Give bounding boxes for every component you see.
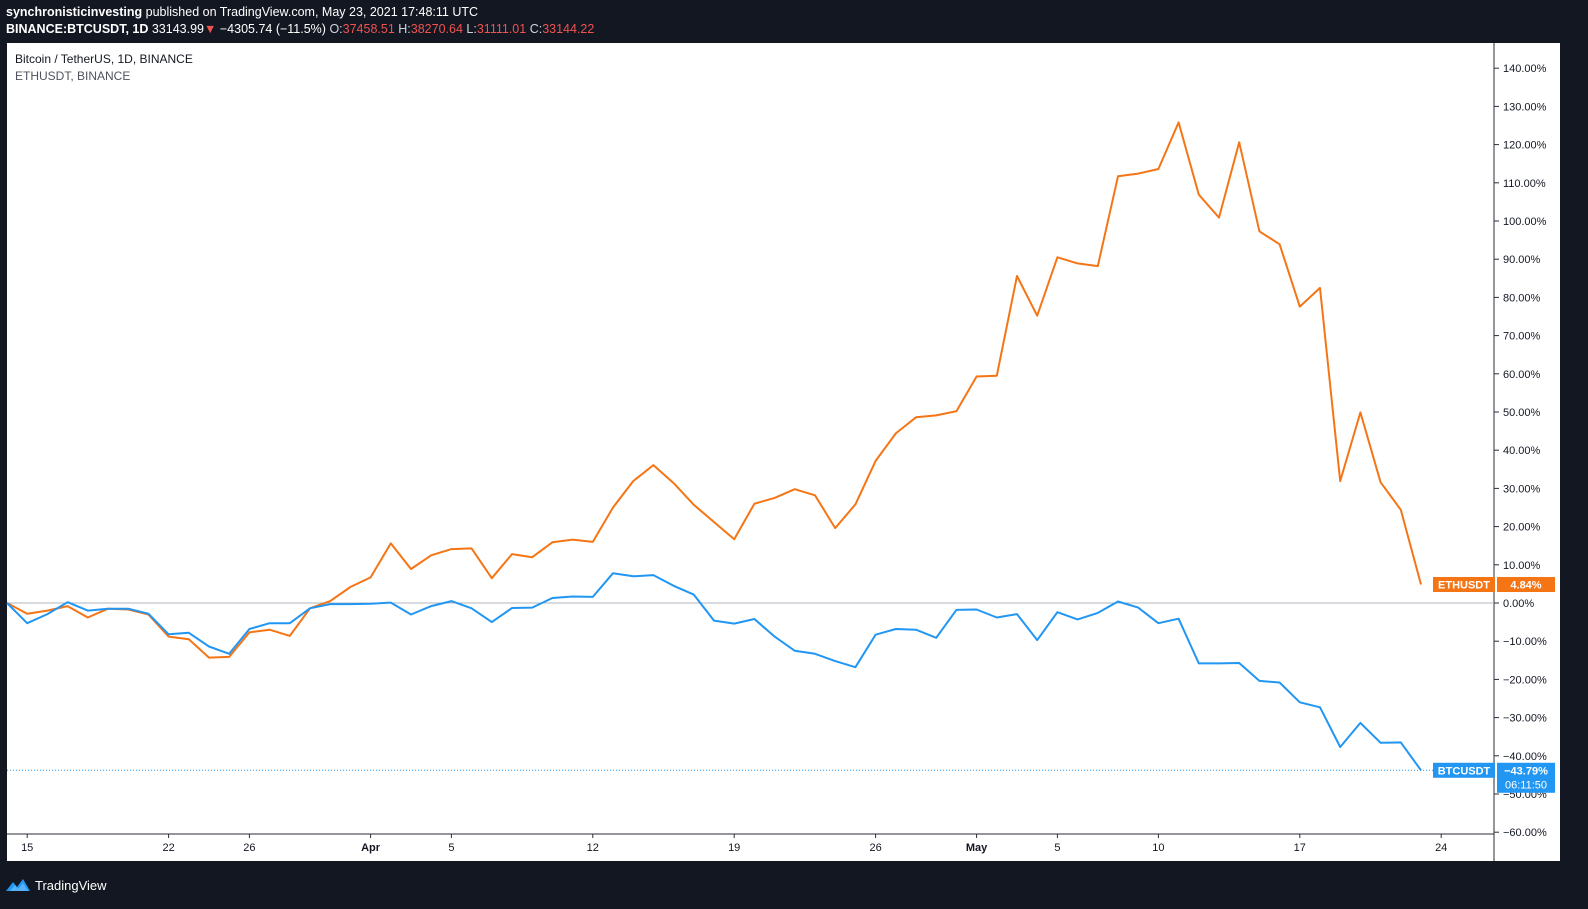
open-label: O: <box>329 22 343 36</box>
x-tick-label: 22 <box>162 842 174 854</box>
x-tick-label: Apr <box>361 842 381 854</box>
y-tick-label: 90.00% <box>1503 254 1541 266</box>
x-tick-label: 5 <box>1054 842 1060 854</box>
x-tick-label: 10 <box>1152 842 1164 854</box>
x-tick-label: 19 <box>728 842 740 854</box>
x-tick-label: 17 <box>1294 842 1306 854</box>
eth-series-line[interactable] <box>6 121 1422 659</box>
series-name-label: ETHUSDT <box>1438 580 1490 592</box>
series-name-tag[interactable] <box>1433 762 1495 778</box>
x-tick-label: 26 <box>243 842 255 854</box>
chart-subtitle: ETHUSDT, BINANCE <box>15 69 130 83</box>
btc-series-line[interactable] <box>6 572 1422 771</box>
series-value-label: 4.84% <box>1510 580 1541 592</box>
y-tick-label: 120.00% <box>1503 140 1547 152</box>
open-value: 37458.51 <box>342 22 395 36</box>
chart-pane <box>7 43 1560 861</box>
y-tick-label: 140.00% <box>1503 63 1547 75</box>
series-value-tag <box>1497 762 1555 793</box>
x-tick-label: 5 <box>448 842 454 854</box>
y-tick-label: 110.00% <box>1503 178 1546 190</box>
y-tick-label: 0.00% <box>1503 598 1534 610</box>
y-tick-label: 100.00% <box>1503 216 1547 228</box>
series-value-tag <box>1497 577 1555 593</box>
x-tick-label: 15 <box>21 842 33 854</box>
low-label: L: <box>466 22 477 36</box>
x-tick-label: 26 <box>869 842 881 854</box>
y-tick-label: 70.00% <box>1503 331 1541 343</box>
x-tick-label: 24 <box>1435 842 1447 854</box>
high-value: 38270.64 <box>410 22 463 36</box>
y-tick-label: −30.00% <box>1503 713 1547 725</box>
y-tick-label: 10.00% <box>1503 560 1541 572</box>
series-value-label: −43.79% <box>1504 765 1548 777</box>
x-tick-label: 12 <box>587 842 599 854</box>
y-tick-label: 130.00% <box>1503 101 1547 113</box>
author-name[interactable]: synchronisticinvesting <box>6 5 143 19</box>
publish-line: synchronisticinvesting published on Trad… <box>6 4 1566 21</box>
y-tick-label: 30.00% <box>1503 483 1541 495</box>
low-value: 31111.01 <box>476 22 527 36</box>
bar-countdown-label: 06:11:50 <box>1505 779 1547 791</box>
close-label: C: <box>529 22 543 36</box>
y-tick-label: −10.00% <box>1503 636 1547 648</box>
y-tick-label: −20.00% <box>1503 674 1547 686</box>
ohlc-line: BINANCE:BTCUSDT, 1D 33143.99▼ −4305.74 (… <box>6 21 1566 38</box>
down-arrow-icon: ▼ <box>204 22 217 36</box>
high-label: H: <box>398 22 411 36</box>
y-tick-label: 20.00% <box>1503 522 1541 534</box>
footer: TradingView <box>6 874 107 896</box>
y-tick-label: 40.00% <box>1503 445 1541 457</box>
y-tick-label: 50.00% <box>1503 407 1541 419</box>
series-name-tag[interactable] <box>1433 577 1495 593</box>
tradingview-logo-icon[interactable] <box>6 878 30 892</box>
symbol-label[interactable]: BINANCE:BTCUSDT, 1D <box>6 22 149 36</box>
footer-brand[interactable]: TradingView <box>35 877 107 893</box>
publish-info: published on TradingView.com, May 23, 20… <box>145 5 479 19</box>
y-tick-label: −60.00% <box>1503 827 1547 839</box>
y-tick-label: 80.00% <box>1503 292 1541 304</box>
chart-header: synchronisticinvesting published on Trad… <box>6 4 1566 38</box>
x-tick-label: May <box>966 842 988 854</box>
y-tick-label: −40.00% <box>1503 751 1547 763</box>
last-price: 33143.99 <box>151 22 204 36</box>
series-name-label: BTCUSDT <box>1438 765 1491 777</box>
chart-title: Bitcoin / TetherUS, 1D, BINANCE <box>15 52 193 66</box>
close-value: 33144.22 <box>542 22 595 36</box>
price-change: −4305.74 (−11.5%) <box>219 22 326 36</box>
y-tick-label: 60.00% <box>1503 369 1541 381</box>
